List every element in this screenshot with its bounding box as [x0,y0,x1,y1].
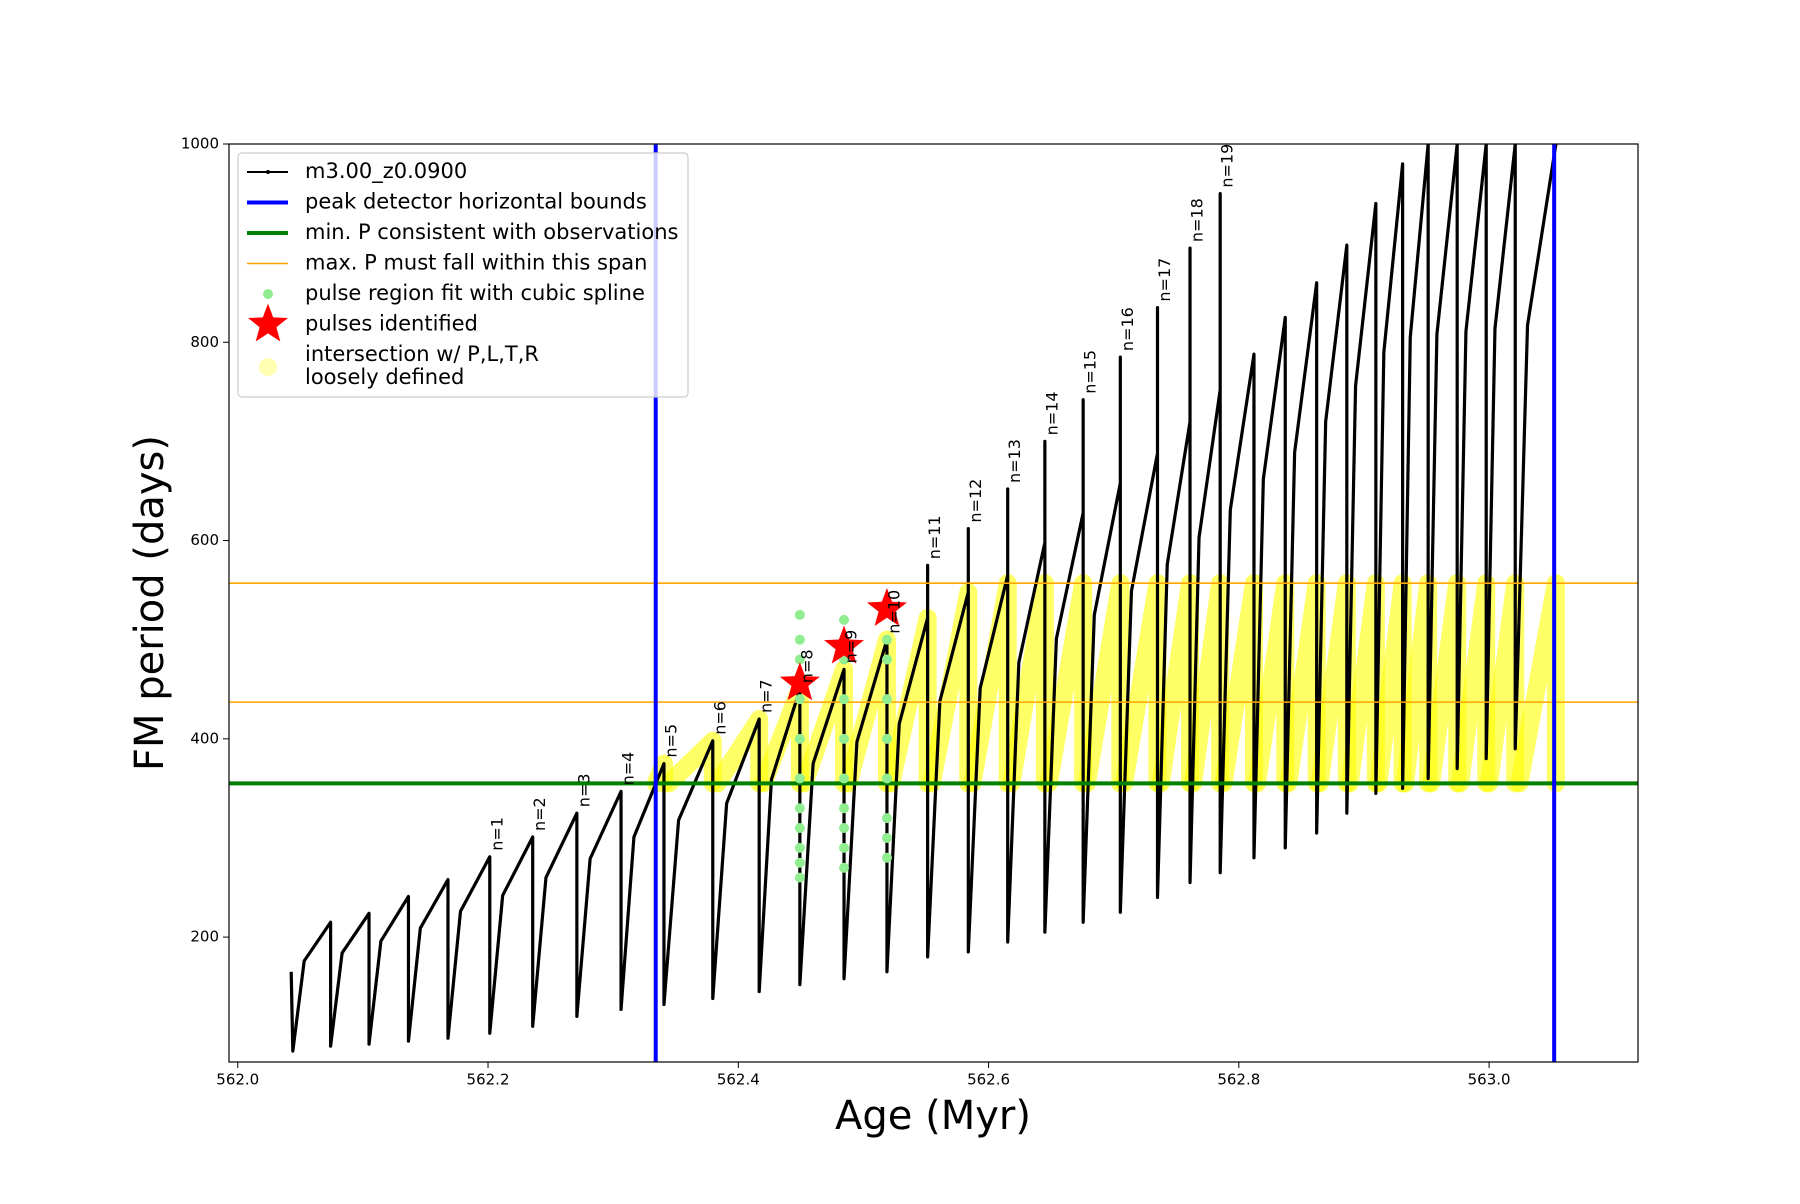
legend-label: peak detector horizontal bounds [305,190,647,214]
x-tick-label: 562.2 [467,1071,510,1089]
pulse-fit-point [794,823,805,834]
pulse-fit-point [839,733,850,744]
peak-label: n=3 [574,773,593,807]
x-tick-label: 562.0 [216,1071,259,1089]
legend-marker [263,289,273,299]
legend-label: min. P consistent with observations [305,220,678,244]
y-axis-label: FM period (days) [127,435,173,771]
legend-marker [259,358,277,376]
x-tick-label: 562.6 [967,1071,1010,1089]
pulse-star [824,625,864,664]
legend-label: pulse region fit with cubic spline [305,281,645,305]
peak-label: n=1 [487,817,506,851]
pulse-fit-point [881,813,892,824]
legend-label-line: loosely defined [305,365,464,389]
x-tick-label: 563.0 [1468,1071,1511,1089]
legend-box [237,152,689,398]
pulse-fit-point [881,773,892,784]
pulse-fit-point [839,862,850,873]
x-tick-label: 562.4 [717,1071,760,1089]
peak-label: n=16 [1118,307,1137,351]
peak-label: n=4 [619,752,638,786]
pulse-fit-point [839,773,850,784]
pulse-fit-point [881,832,892,843]
pulse-fit-point [839,803,850,814]
peak-label: n=15 [1081,350,1100,394]
legend-marker [248,303,288,342]
legend-marker-dot [266,170,270,174]
peak-label: n=9 [842,630,861,664]
peak-label: n=10 [885,590,904,634]
legend-label: m3.00_z0.0900 [305,159,467,184]
peak-label: n=5 [662,724,681,758]
x-tick-label: 562.8 [1217,1071,1260,1089]
pulse-fit-point [794,654,805,665]
pulse-fit-point [881,733,892,744]
peak-label: n=2 [530,797,549,831]
peak-label: n=19 [1218,144,1237,188]
pulse-fit-point [839,842,850,853]
y-tick-label: 200 [190,928,219,946]
peak-label: n=11 [925,515,944,559]
pulse-fit-point [839,694,850,705]
peak-label: n=6 [710,701,729,735]
pulse-fit-point [881,852,892,863]
peak-label: n=7 [757,679,776,713]
peak-label: n=18 [1188,198,1207,242]
pulse-fit-point [794,694,805,705]
overlay [779,587,907,701]
pulse-fit-point [794,609,805,620]
plot-area [229,144,1638,1062]
legend-label: pulses identified [305,312,478,336]
axes-frame [228,143,1639,1063]
y-tick-label: 1000 [181,135,219,153]
pulse-fit-point [794,634,805,645]
pulse-fit-point [881,694,892,705]
y-tick-label: 800 [190,333,219,351]
pulse-fit-point [794,733,805,744]
legend-label: intersection w/ P,L,T,R loosely defined [305,342,539,389]
x-axis-label: Age (Myr) [835,1093,1031,1139]
pulse-fit-point [794,857,805,868]
period-line [289,144,1558,1053]
peak-label: n=13 [1005,439,1024,483]
pulse-fit-point [881,634,892,645]
peak-label: n=12 [966,479,985,523]
pulse-fit-point [881,654,892,665]
pulse-fit-point [794,872,805,883]
legend-label-line: intersection w/ P,L,T,R [305,342,539,366]
pulse-fit-point [794,803,805,814]
y-tick-label: 400 [190,729,219,747]
pulse-star [866,587,907,626]
legend-label: max. P must fall within this span [305,251,647,275]
pulse-fit-point [839,823,850,834]
peak-label: n=17 [1155,258,1174,302]
y-tick-label: 600 [190,531,219,549]
pulse-star [779,662,820,701]
pulse-fit-point [794,773,805,784]
pulse-fit-point [794,842,805,853]
peak-label: n=8 [797,649,816,683]
pulse-fit-point [839,614,850,625]
peak-label: n=14 [1042,391,1061,435]
